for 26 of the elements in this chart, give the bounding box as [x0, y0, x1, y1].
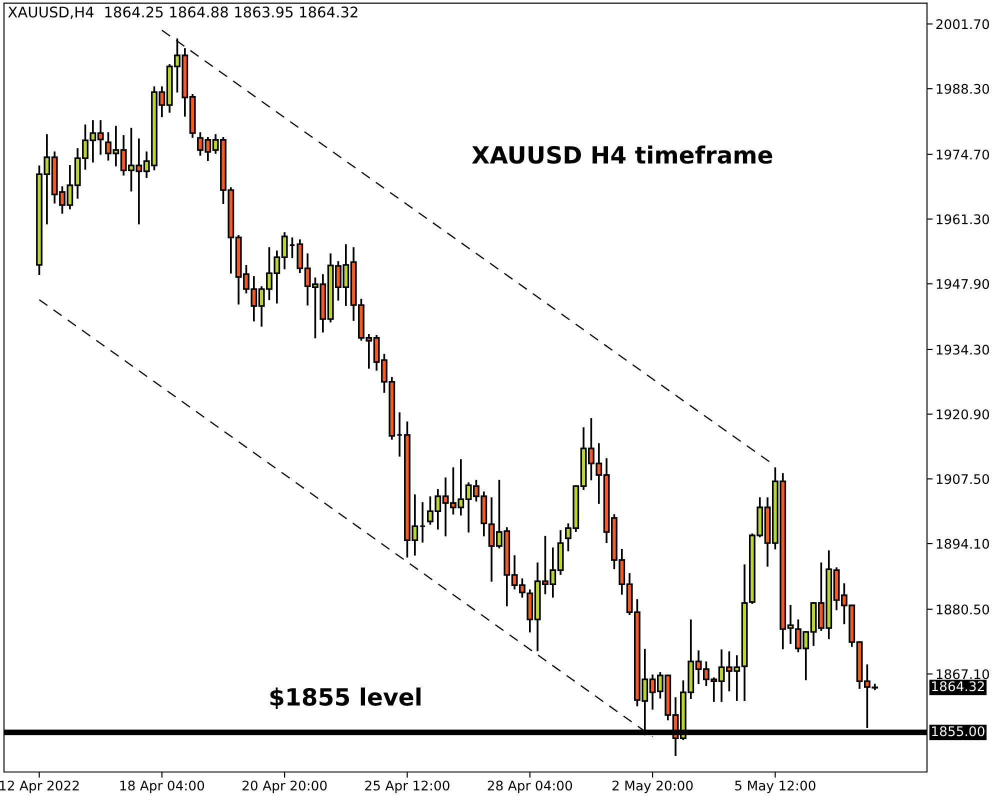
candlestick [289, 237, 296, 258]
y-tick-label: 1880.50 [936, 604, 990, 614]
y-tick-label: 1988.30 [936, 84, 990, 94]
y-tick-label: 1867.10 [936, 669, 990, 680]
x-tick-label: 28 Apr 04:00 [488, 780, 572, 794]
y-tick-label: 1934.30 [936, 344, 990, 355]
chart-title: XAUUSD,H4 1864.25 1864.88 1863.95 1864.32 [8, 6, 358, 20]
candlestick [419, 502, 426, 543]
ref-line-label: 1855.00 [932, 726, 984, 736]
x-tick-label: 25 Apr 12:00 [365, 780, 450, 794]
text: 1864.32 [932, 681, 984, 692]
y-tick-label: 1894.10 [936, 538, 990, 549]
y-tick-label: 1920.90 [936, 409, 990, 420]
y-tick-label: 2001.70 [936, 19, 990, 30]
y-tick-label: 1947.90 [936, 278, 990, 289]
x-tick-label: 18 Apr 04:00 [120, 780, 204, 794]
x-tick-label: 20 Apr 20:00 [242, 780, 327, 794]
annotation: XAUUSD H4 timeframe [472, 146, 772, 164]
y-tick-label: 1974.70 [936, 150, 990, 160]
y-tick-label: 1961.30 [936, 214, 990, 224]
x-tick-label: 12 Apr 2022 [0, 780, 79, 794]
candlestick [396, 412, 403, 457]
y-tick-label: 1907.50 [936, 474, 990, 484]
annotation: $1855 level [270, 688, 421, 709]
x-tick-label: 5 May 12:00 [735, 780, 816, 794]
x-tick-label: 2 May 20:00 [612, 780, 693, 794]
